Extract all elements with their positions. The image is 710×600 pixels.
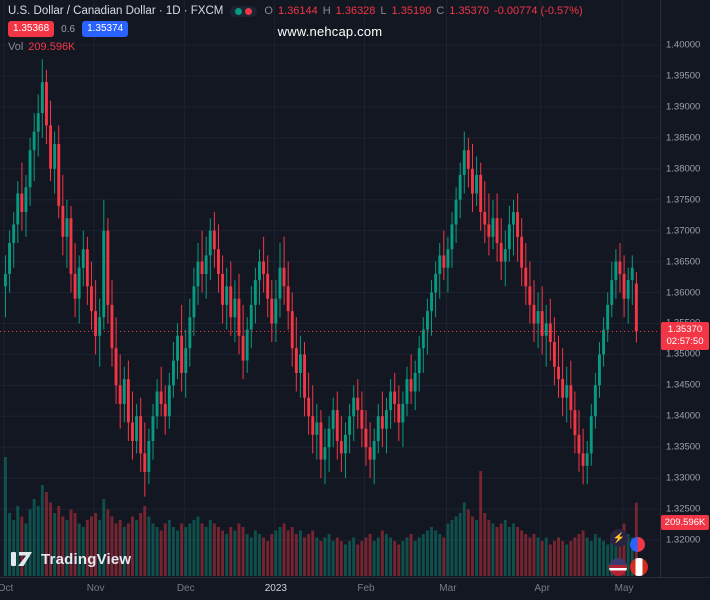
volume-value: 209.596K — [28, 41, 76, 53]
time-tick-label: Dec — [176, 583, 195, 594]
blue-red-dot-icon — [630, 537, 645, 552]
price-tick-label: 1.40000 — [666, 39, 701, 51]
price-tick-label: 1.34000 — [666, 410, 701, 422]
volume-label[interactable]: Vol — [8, 41, 24, 53]
price-tick-label: 1.33500 — [666, 441, 701, 453]
open-value: 1.36144 — [277, 5, 318, 17]
time-tick-label: 2023 — [264, 583, 287, 594]
lightning-glyph: ⚡ — [612, 532, 626, 544]
low-label: L — [380, 5, 387, 17]
change-value: -0.00774 (-0.57%) — [494, 5, 583, 17]
legend: U.S. Dollar / Canadian Dollar · 1D · FXC… — [8, 5, 583, 57]
time-tick-label: Mar — [439, 583, 457, 594]
price-tick-label: 1.32000 — [666, 534, 701, 546]
time-tick-label: Oct — [0, 583, 14, 594]
countdown-timer: 02:57:50 — [666, 336, 704, 348]
watermark-text: www.nehcap.com — [277, 24, 383, 39]
sell-dot-icon — [245, 7, 253, 15]
us-flag-icon — [609, 558, 627, 576]
open-label: O — [264, 5, 273, 17]
high-label: H — [322, 5, 331, 17]
lightning-icon: ⚡ — [610, 529, 628, 547]
low-value: 1.35190 — [391, 5, 432, 17]
time-tick-label: Nov — [86, 583, 105, 594]
buy-sell-toggle[interactable] — [230, 5, 258, 17]
price-tick-label: 1.37000 — [666, 225, 701, 237]
buy-dot-icon — [235, 7, 243, 15]
candles-layer — [4, 59, 638, 497]
price-tick-label: 1.39000 — [666, 101, 701, 113]
price-tick-label: 1.38000 — [666, 163, 701, 175]
price-tick-label: 1.38500 — [666, 132, 701, 144]
buy-price-button[interactable]: 1.35374 — [82, 21, 129, 37]
price-tick-label: 1.34500 — [666, 379, 701, 391]
candlestick-chart[interactable] — [0, 0, 660, 577]
close-value: 1.35370 — [449, 5, 490, 17]
time-tick-label: Feb — [357, 583, 375, 594]
ohlc-values: O 1.36144 H 1.36328 L 1.35190 C 1.35370 … — [264, 5, 582, 17]
volume-layer — [4, 457, 638, 576]
time-tick-label: Apr — [534, 583, 550, 594]
price-tick-label: 1.37500 — [666, 194, 701, 206]
volume-axis-badge: 209.596K — [661, 514, 709, 530]
high-value: 1.36328 — [335, 5, 376, 17]
price-tick-label: 1.39500 — [666, 70, 701, 82]
price-tick-label: 1.36000 — [666, 287, 701, 298]
tradingview-logo[interactable]: TradingView — [10, 549, 131, 569]
price-axis[interactable]: 1.40000 1.39500 1.39000 1.38500 1.38000 1.375… — [660, 0, 710, 577]
last-price-value: 1.35370 — [667, 324, 703, 336]
price-tick-label: 1.33000 — [666, 472, 701, 484]
ca-flag-icon — [630, 558, 648, 576]
symbol-title[interactable]: U.S. Dollar / Canadian Dollar · 1D · FXC… — [8, 5, 224, 17]
close-label: C — [436, 5, 445, 17]
price-tick-label: 1.32500 — [666, 503, 701, 515]
tradingview-logo-text: TradingView — [41, 550, 132, 568]
time-axis[interactable]: Oct Nov Dec 2023 Feb Mar Apr May — [0, 577, 710, 600]
spread-value: 0.6 — [61, 23, 76, 35]
tradingview-logo-icon — [11, 552, 32, 566]
sell-price-button[interactable]: 1.35368 — [8, 21, 55, 37]
price-tick-label: 1.36500 — [666, 256, 701, 268]
price-tick-label: 1.35000 — [666, 348, 701, 360]
time-tick-label: May — [614, 583, 634, 594]
last-price-badge: 1.35370 02:57:50 — [661, 322, 709, 351]
